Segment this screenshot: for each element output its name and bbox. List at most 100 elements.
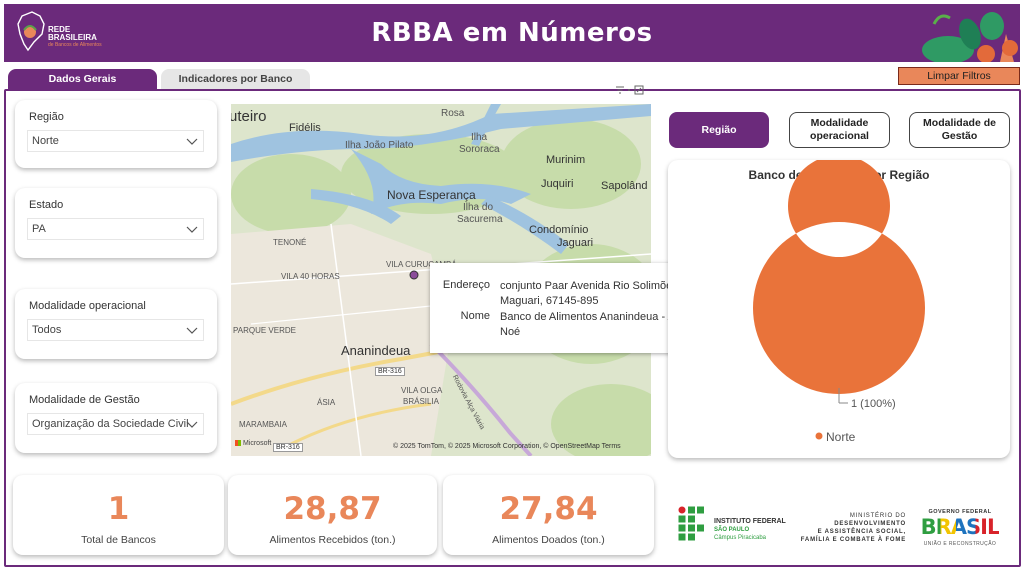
- map-label: VILA CURUÇAMBÁ: [386, 260, 457, 269]
- kpi-value: 28,87: [283, 491, 382, 527]
- brazil-map-icon: [17, 11, 45, 52]
- microsoft-icon: [235, 440, 241, 447]
- state-select-value: PA: [32, 223, 46, 235]
- region-select[interactable]: Norte: [27, 130, 204, 152]
- logo-line1: REDE: [48, 25, 71, 34]
- map-label: ÁSIA: [317, 398, 336, 407]
- map-label: VILA 40 HORAS: [281, 272, 340, 281]
- road-label: BR-316: [375, 367, 405, 376]
- ministerio-line4: FAMÍLIA E COMBATE À FOME: [800, 537, 906, 543]
- filter-label-regiao: Região: [29, 111, 64, 123]
- chevron-down-icon: [186, 421, 198, 428]
- gov-brand: BRASIL: [920, 515, 1001, 539]
- clear-filters-button[interactable]: Limpar Filtros: [898, 67, 1020, 85]
- operational-mode-select-value: Todos: [32, 324, 62, 336]
- tab-dados-gerais[interactable]: Dados Gerais: [8, 69, 157, 89]
- map-label: Ananindeua: [341, 343, 411, 358]
- management-mode-select[interactable]: Organização da Sociedade Civil: [27, 413, 204, 435]
- map-attribution: © 2025 TomTom, © 2025 Microsoft Corporat…: [393, 443, 621, 450]
- if-line3: Câmpus Piracicaba: [714, 535, 767, 541]
- region-select-value: Norte: [32, 135, 59, 147]
- map-label: uteiro: [231, 108, 267, 125]
- filter-label-modalidade-operacional: Modalidade operacional: [29, 300, 146, 312]
- management-mode-select-value: Organização da Sociedade Civil: [32, 418, 189, 430]
- legend-item-norte[interactable]: Norte: [826, 430, 856, 444]
- donut-slice-norte[interactable]: [753, 160, 925, 394]
- kpi-value: 1: [107, 491, 130, 527]
- more-options-icon[interactable]: [628, 89, 630, 91]
- operational-mode-select[interactable]: Todos: [27, 319, 204, 341]
- map-label: MARAMBAIA: [239, 420, 288, 429]
- donut-chart: 1 (100%) Norte: [753, 160, 925, 444]
- logo-subtitle: de Bancos de Alimentos: [48, 42, 102, 48]
- ministerio-logo: MINISTÉRIO DO DESENVOLVIMENTO E ASSISTÊN…: [796, 512, 906, 548]
- map-label: VILA OLGA: [401, 386, 443, 395]
- tooltip-address-label: Endereço: [442, 279, 490, 291]
- map-label: Murinim: [546, 154, 586, 166]
- map-label: Jaguari: [557, 237, 594, 249]
- toggle-regiao-button[interactable]: Região: [669, 112, 769, 148]
- logo-line2: BRASILEIRA: [48, 33, 97, 42]
- gov-line2: UNIÃO E RECONSTRUÇÃO: [923, 541, 997, 547]
- map-label: Ilha: [471, 132, 488, 143]
- page-title: RBBA em Números: [371, 18, 653, 48]
- tab-indicadores-por-banco[interactable]: Indicadores por Banco: [161, 69, 310, 89]
- rbba-logo: REDE BRASILEIRA de Bancos de Alimentos: [14, 10, 106, 58]
- tooltip-name-value: Banco de Alimentos Ananindeua - Arca de …: [500, 311, 706, 338]
- map-label: Rosa: [441, 108, 465, 119]
- chevron-down-icon: [186, 327, 198, 334]
- toggle-modalidade-gestao-button[interactable]: Modalidade de Gestão: [909, 112, 1010, 148]
- kpi-label: Total de Bancos: [81, 534, 156, 546]
- visual-header-icons: [615, 85, 645, 98]
- gov-line1: GOVERNO FEDERAL: [928, 509, 992, 515]
- donut-chart-card: Banco de Alimentos por Região 1 (100%) N…: [668, 160, 1010, 458]
- map-label: Condomínio: [529, 224, 589, 236]
- map-label: Juquiri: [541, 178, 574, 190]
- kpi-value: 27,84: [499, 491, 598, 527]
- if-line1: INSTITUTO FEDERAL: [714, 518, 786, 525]
- filter-icon[interactable]: [616, 86, 624, 94]
- vegetables-illustration-icon: [910, 4, 1020, 62]
- map-label: Ilha João Pilato: [345, 140, 414, 151]
- kpi-card-alimentos-recebidos: 28,87 Alimentos Recebidos (ton.): [228, 475, 437, 555]
- map-label: Sororaca: [459, 144, 500, 155]
- filter-card-modalidade-operacional: Modalidade operacional Todos: [15, 289, 217, 359]
- instituto-federal-logo: INSTITUTO FEDERAL SÃO PAULO Câmpus Pirac…: [678, 506, 788, 546]
- map-label: Ilha do: [463, 202, 494, 213]
- chevron-down-icon: [186, 138, 198, 145]
- ministerio-line1: MINISTÉRIO DO: [849, 513, 906, 519]
- data-label: 1 (100%): [851, 398, 896, 410]
- tooltip-address-value: conjunto Paar Avenida Rio Solimões, 13, …: [500, 280, 700, 307]
- ministerio-line2: DESENVOLVIMENTO: [834, 521, 906, 527]
- if-line2: SÃO PAULO: [714, 527, 750, 533]
- legend-swatch: [815, 432, 823, 440]
- filter-card-estado: Estado PA: [15, 188, 217, 258]
- header-bar: REDE BRASILEIRA de Bancos de Alimentos R…: [4, 4, 1020, 62]
- map-label: Sapolând: [601, 180, 648, 192]
- filter-label-estado: Estado: [29, 199, 64, 211]
- filter-card-modalidade-gestao: Modalidade de Gestão Organização da Soci…: [15, 383, 217, 453]
- map-label: Sacurema: [457, 214, 503, 225]
- filter-card-regiao: Região Norte: [15, 100, 217, 168]
- kpi-card-total-bancos: 1 Total de Bancos: [13, 475, 224, 555]
- map-marker-icon[interactable]: [409, 270, 419, 280]
- filter-label-modalidade-gestao: Modalidade de Gestão: [29, 394, 140, 406]
- map-label: Fidélis: [289, 122, 321, 134]
- focus-mode-icon[interactable]: [634, 85, 644, 95]
- road-label: BR-316: [273, 443, 303, 452]
- map-label: TENONÉ: [273, 238, 307, 247]
- state-select[interactable]: PA: [27, 218, 204, 240]
- chevron-down-icon: [186, 226, 198, 233]
- if-logo-icon: [678, 506, 704, 541]
- governo-federal-logo: GOVERNO FEDERAL BRASIL UNIÃO E RECONSTRU…: [916, 509, 1006, 549]
- kpi-label: Alimentos Recebidos (ton.): [269, 534, 396, 546]
- microsoft-logo: Microsoft: [235, 440, 271, 447]
- kpi-card-alimentos-doados: 27,84 Alimentos Doados (ton.): [443, 475, 654, 555]
- toggle-modalidade-operacional-button[interactable]: Modalidade operacional: [789, 112, 890, 148]
- kpi-label: Alimentos Doados (ton.): [492, 534, 605, 546]
- ministerio-line3: E ASSISTÊNCIA SOCIAL,: [817, 529, 906, 535]
- tooltip-name-label: Nome: [460, 310, 490, 322]
- map-label: PARQUE VERDE: [233, 326, 296, 335]
- map-label: Nova Esperança: [387, 188, 476, 202]
- map-label: BRÁSILIA: [403, 397, 440, 406]
